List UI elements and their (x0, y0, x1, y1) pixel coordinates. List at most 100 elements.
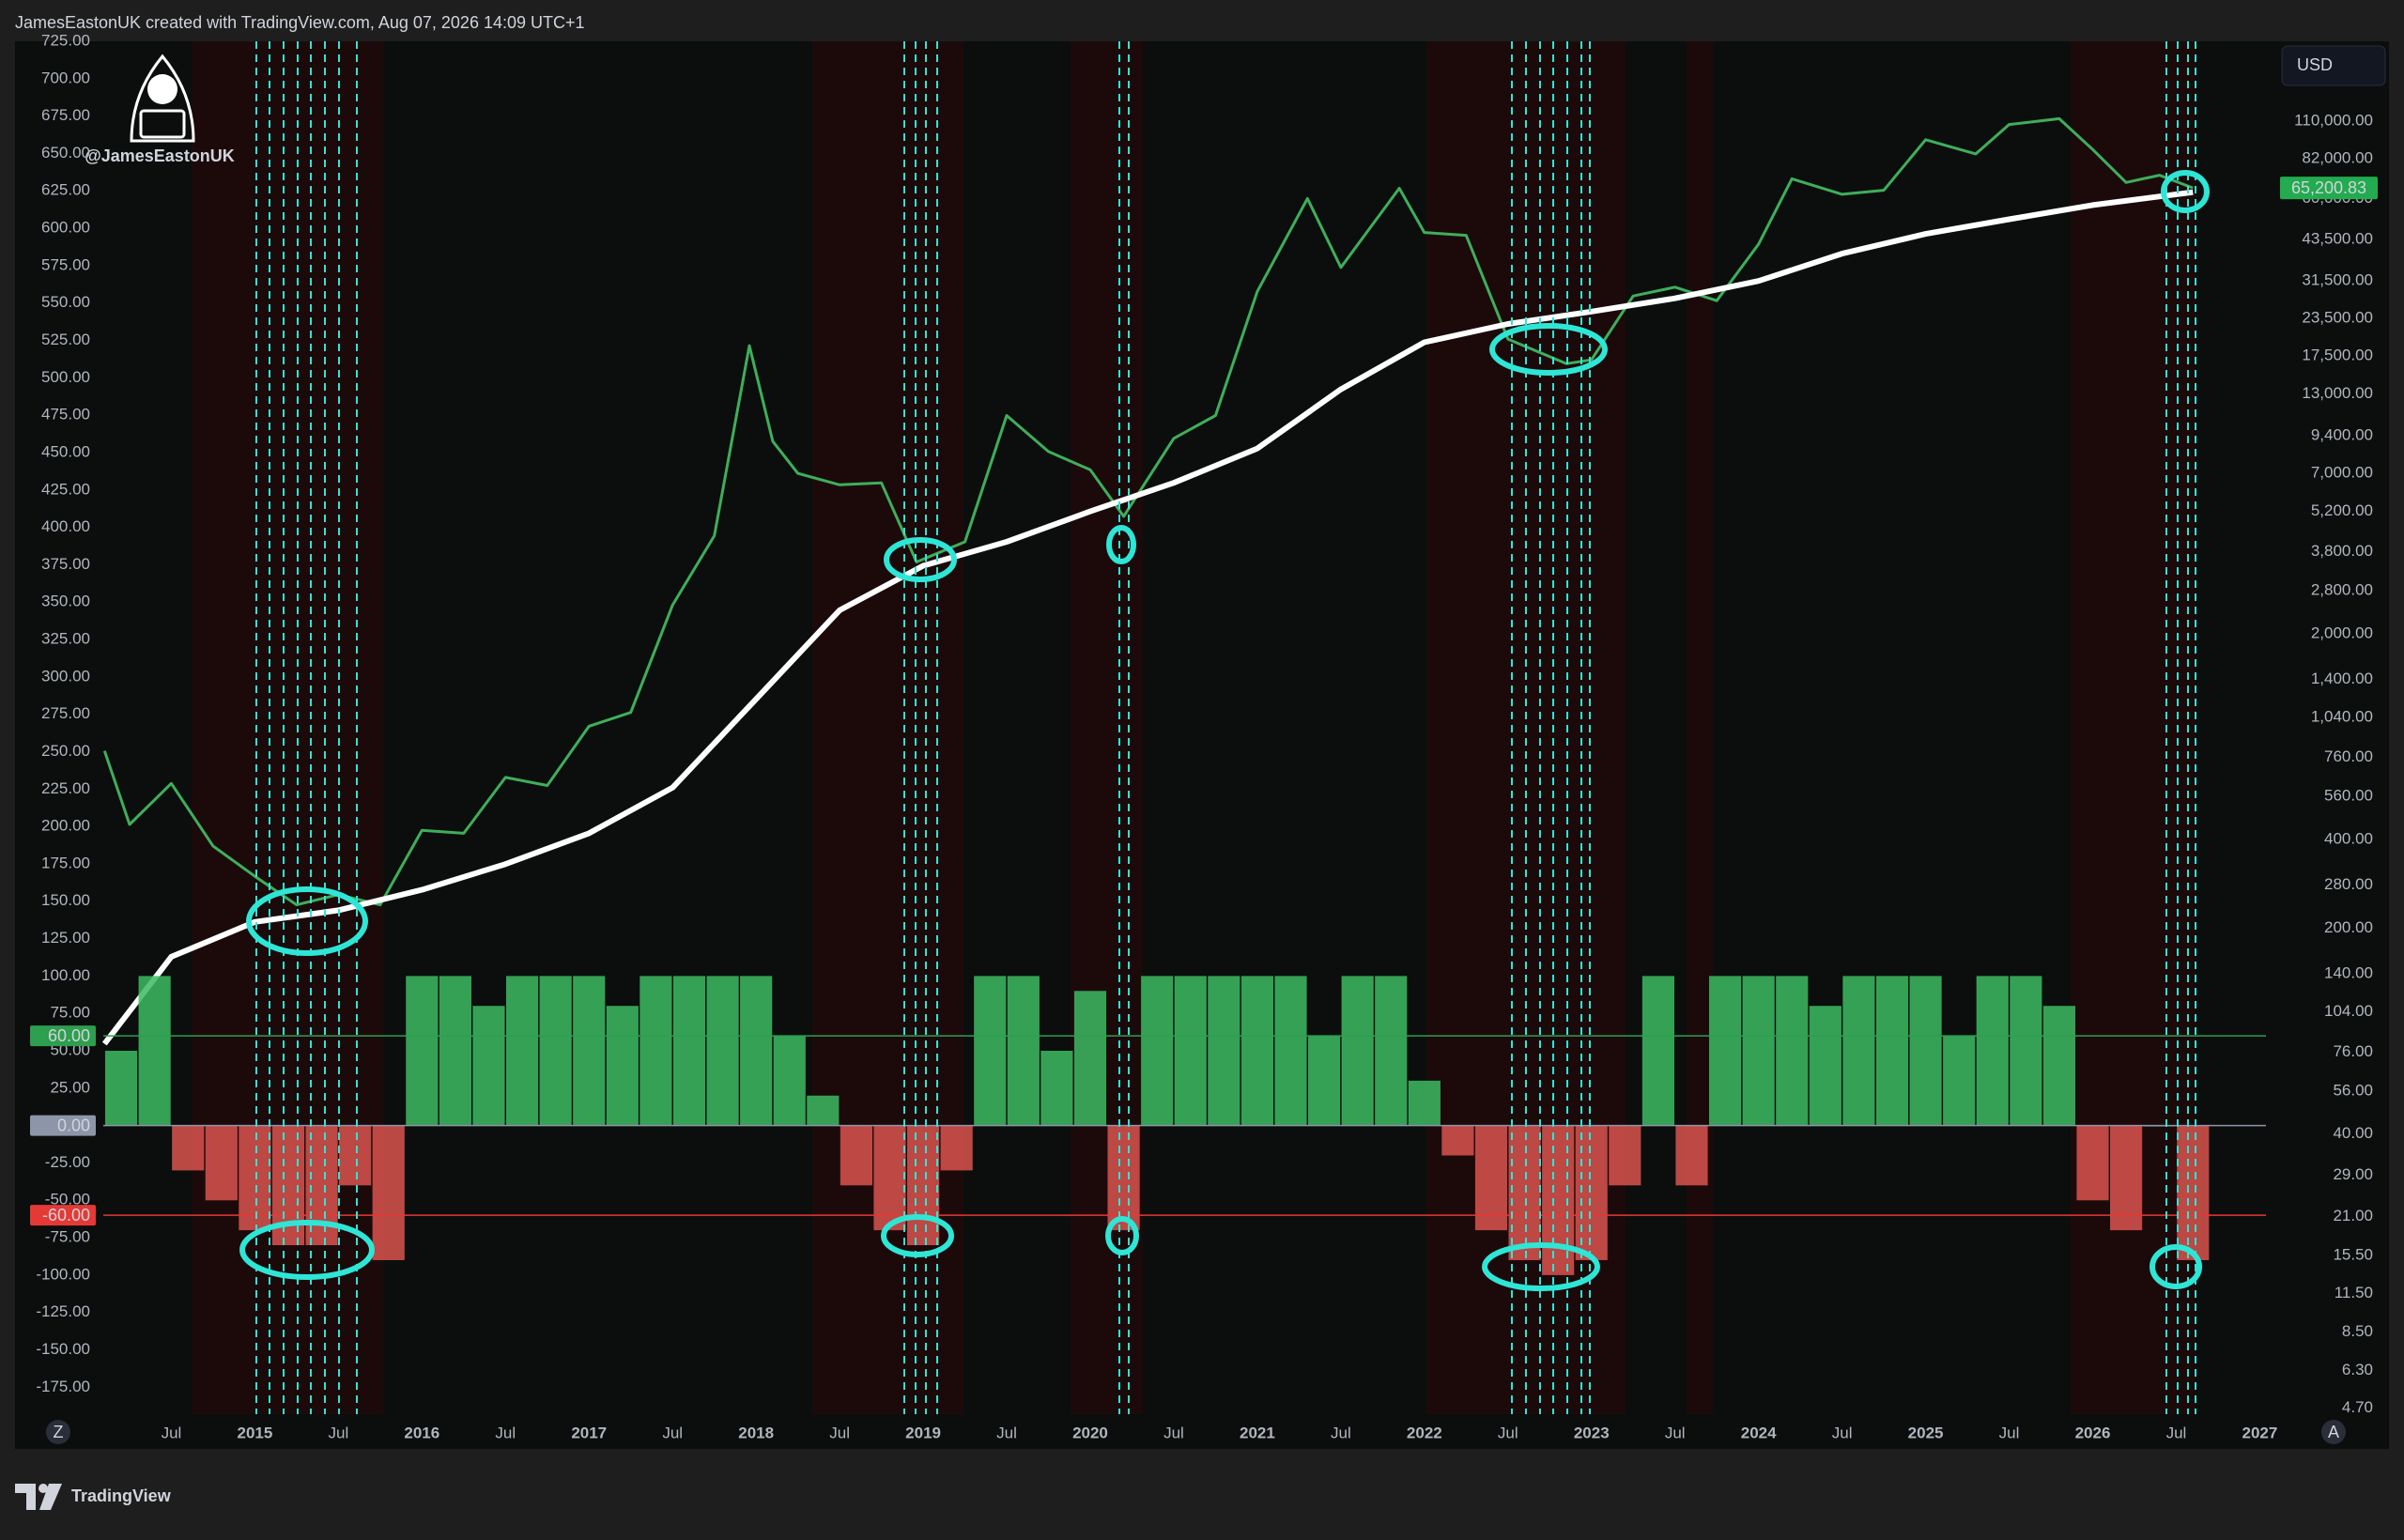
oscillator-bar (1241, 976, 1273, 1126)
currency-label: USD (2297, 55, 2333, 74)
axes: 110,000.0082,000.0060,000.0043,500.0031,… (30, 31, 2378, 1441)
y-tick-label: 200.00 (41, 817, 90, 835)
oscillator-bar (807, 1095, 840, 1126)
x-tick-label: Jul (996, 1424, 1017, 1441)
oscillator-bar (439, 976, 471, 1126)
oscillator-bar (906, 1125, 940, 1246)
oscillator-bar (1809, 1006, 1842, 1126)
x-tick-label: 2027 (2242, 1424, 2278, 1441)
y-tick-label: 350.00 (41, 593, 90, 610)
oscillator-bar (1641, 976, 1674, 1126)
y2-tick-label: 2,000.00 (2311, 624, 2373, 641)
oscillator-bar (1007, 976, 1040, 1126)
y-tick-label: 450.00 (41, 442, 90, 460)
x-tick-label: 2020 (1072, 1424, 1108, 1441)
y-tick-label: 150.00 (41, 891, 90, 909)
x-tick-label: 2026 (2075, 1424, 2111, 1441)
last-price-badge (2280, 177, 2378, 200)
y2-tick-label: 82,000.00 (2302, 148, 2373, 166)
oscillator-bar (1742, 976, 1775, 1126)
x-tick-label: 2024 (1741, 1424, 1777, 1441)
oscillator-bar (1508, 1125, 1541, 1260)
x-tick-label: Jul (1331, 1424, 1351, 1441)
y2-tick-label: 21.00 (2333, 1207, 2373, 1224)
oscillator-bar (1141, 976, 1174, 1126)
y2-tick-label: 40.00 (2333, 1124, 2373, 1142)
y-tick-label: -75.00 (45, 1228, 90, 1246)
oscillator-bar (1408, 1080, 1441, 1126)
y-tick-label: 75.00 (50, 1004, 90, 1022)
highlight (881, 1214, 954, 1257)
y2-tick-label: 2,800.00 (2311, 580, 2373, 598)
signal-lines (255, 41, 2196, 1414)
y2-tick-label: 15.50 (2333, 1245, 2373, 1263)
y-tick-label: 625.00 (41, 181, 90, 199)
y-tick-label: 250.00 (41, 742, 90, 760)
y-tick-label: 675.00 (41, 106, 90, 124)
zoom-button-label: Z (54, 1423, 64, 1441)
plot (101, 116, 2266, 1275)
watermark-icon (139, 109, 186, 139)
y-tick-label: 600.00 (41, 219, 90, 237)
x-tick-label: Jul (662, 1424, 683, 1441)
highlight (1105, 1216, 1139, 1255)
oscillator-bar (406, 976, 439, 1126)
oscillator-bar (372, 1125, 405, 1260)
level-label: -60.00 (42, 1206, 90, 1224)
x-tick-label: 2015 (237, 1424, 272, 1441)
highlight (246, 886, 368, 956)
y-tick-label: 650.00 (41, 144, 90, 162)
y-tick-label: 25.00 (50, 1078, 90, 1096)
oscillator-bar (1875, 976, 1909, 1126)
oscillator-bar (2076, 1125, 2109, 1201)
y2-tick-label: 560.00 (2324, 787, 2373, 805)
x-tick-label: Jul (1665, 1424, 1686, 1441)
y2-tick-label: 104.00 (2324, 1002, 2373, 1020)
y-tick-label: -175.00 (36, 1378, 90, 1395)
currency-button[interactable] (2281, 45, 2386, 86)
x-tick-label: 2017 (571, 1424, 607, 1441)
zoom-button[interactable] (46, 1420, 70, 1444)
y2-tick-label: 29.00 (2333, 1165, 2373, 1183)
y2-tick-label: 5,200.00 (2311, 501, 2373, 519)
y2-tick-label: 23,500.00 (2302, 309, 2373, 327)
x-tick-label: Jul (1498, 1424, 1518, 1441)
oscillator-bar (1842, 976, 1875, 1126)
oscillator-bar (840, 1125, 872, 1186)
watermark: @JamesEastonUK (85, 54, 235, 165)
auto-button-label: A (2328, 1423, 2339, 1441)
chart-panel (15, 41, 2389, 1449)
y2-tick-label: 1,040.00 (2311, 707, 2373, 725)
y2-tick-label: 11.50 (2335, 1284, 2373, 1301)
oscillator-bar (1208, 976, 1241, 1126)
oscillator-bar (773, 1036, 806, 1126)
y2-tick-label: 43,500.00 (2302, 230, 2373, 248)
auto-button[interactable] (2321, 1420, 2346, 1444)
x-tick-label: Jul (1832, 1424, 1853, 1441)
series-line (102, 116, 2194, 907)
oscillator-bar (1307, 1036, 1341, 1126)
oscillator-bar (706, 976, 739, 1126)
y-tick-label: -50.00 (45, 1191, 90, 1209)
oscillator-bar (1708, 976, 1742, 1126)
series-line (101, 189, 2194, 1046)
y2-tick-label: 8.50 (2342, 1322, 2373, 1340)
y-tick-label: -150.00 (36, 1340, 90, 1358)
y-tick-label: 500.00 (41, 368, 90, 386)
brand-icon (39, 1484, 62, 1510)
highlight (1489, 323, 1608, 376)
y2-tick-label: 140.00 (2324, 964, 2373, 982)
x-tick-label: 2021 (1240, 1424, 1275, 1441)
oscillator-bar (2110, 1125, 2143, 1231)
y2-tick-label: 6.30 (2342, 1361, 2373, 1378)
y-tick-label: 475.00 (41, 406, 90, 424)
oscillator-bar (672, 976, 706, 1126)
level-label: 60.00 (48, 1026, 90, 1045)
y-tick-label: 175.00 (41, 854, 90, 871)
y-tick-label: 300.00 (41, 667, 90, 685)
oscillator-bar (1542, 1125, 1575, 1275)
oscillator-bar (1341, 976, 1374, 1126)
brand-name: TradingView (71, 1486, 172, 1505)
oscillator-bar (1040, 1051, 1073, 1126)
brand-icon (39, 1484, 48, 1493)
